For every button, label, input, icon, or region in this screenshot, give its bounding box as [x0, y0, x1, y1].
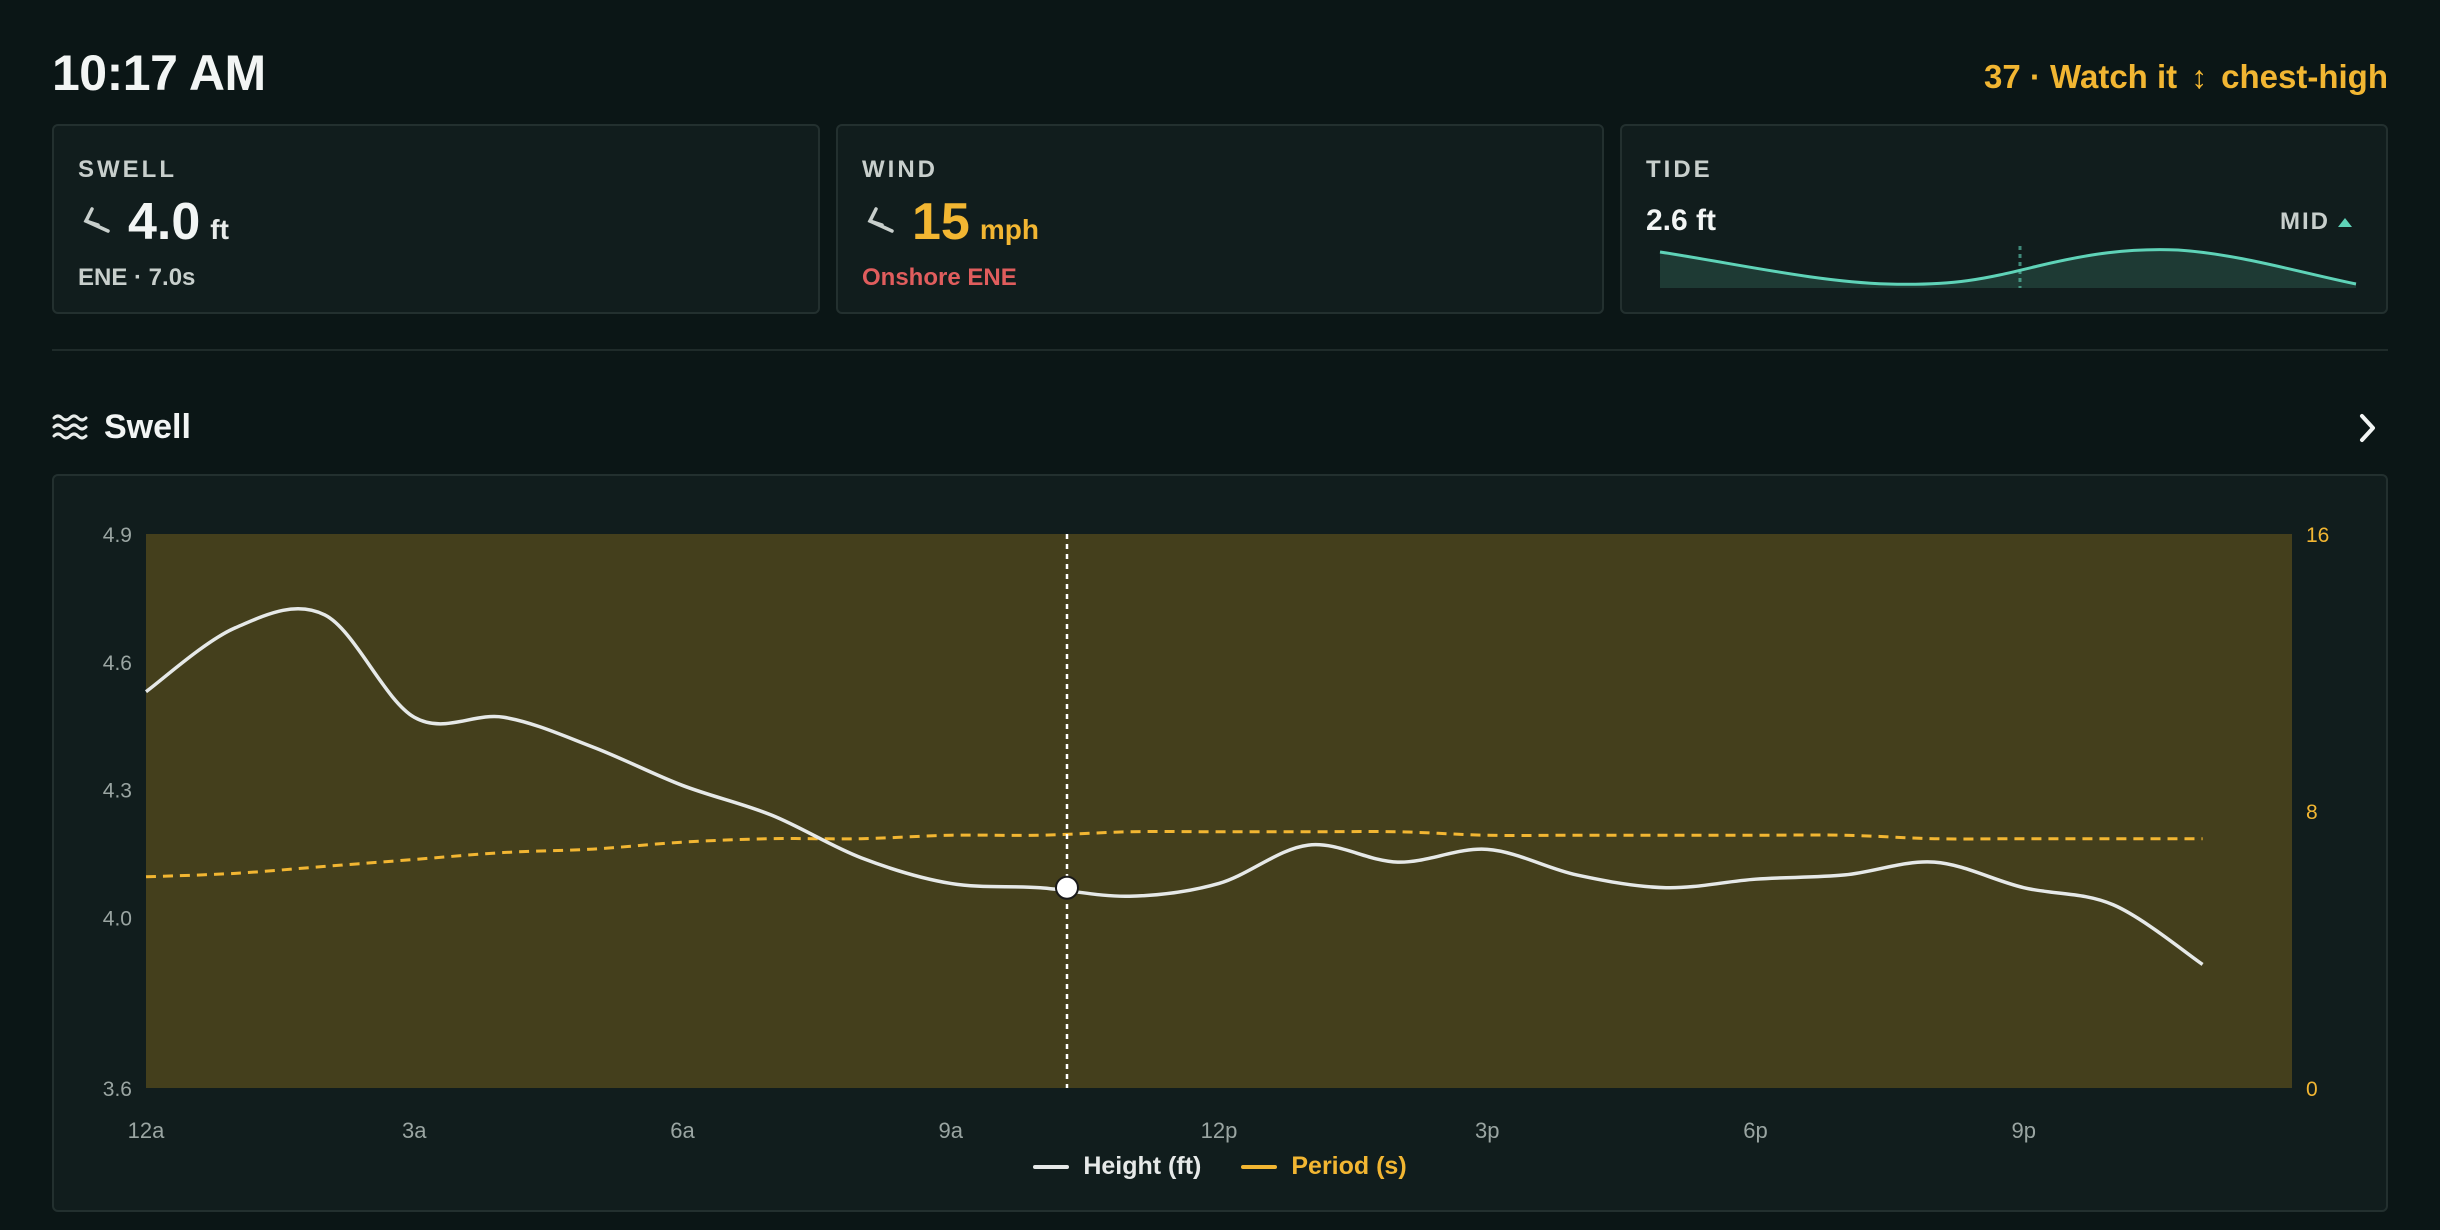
swell-chart[interactable]: 4.9 4.6 4.3 4.0 3.6 16 8 0 12a 3a 6a 9a 12p 3p 6p 9p	[54, 476, 2386, 1210]
legend-swatch-height	[1033, 1164, 1070, 1169]
swell-card[interactable]: SWELL 4.0 ft ENE · 7.0s	[52, 124, 820, 314]
tide-state: MID	[2280, 208, 2352, 236]
direction-arrow-icon	[867, 207, 894, 233]
swell-section-header[interactable]: Swell	[52, 408, 191, 447]
swell-chart-card: 4.9 4.6 4.3 4.0 3.6 16 8 0 12a 3a 6a 9a 12p 3p 6p 9p He…	[52, 474, 2388, 1212]
y-left-tick-label: 4.6	[103, 652, 132, 675]
legend-label-height: Height (ft)	[1083, 1152, 1202, 1180]
x-tick-label: 6p	[1743, 1118, 1767, 1143]
tide-card[interactable]: TIDE 2.6 ft MID	[1620, 124, 2388, 314]
tide-state-label: MID	[2280, 208, 2330, 235]
y-right-tick-label: 0	[2306, 1078, 2318, 1101]
x-tick-label: 3a	[402, 1118, 427, 1143]
swell-detail: ENE · 7.0s	[78, 264, 196, 291]
surf-rating: 37 · Watch it ↕ chest-high	[1984, 58, 2388, 96]
current-time: 10:17 AM	[52, 45, 266, 101]
y-left-tick-label: 4.0	[103, 908, 132, 931]
chart-legend: Height (ft) Period (s)	[54, 1152, 2386, 1181]
x-tick-label: 3p	[1475, 1118, 1499, 1143]
rating-text: 37 · Watch it	[1984, 58, 2178, 95]
tide-height-value: 2.6 ft	[1646, 204, 1717, 237]
y-left-tick-label: 4.9	[103, 524, 132, 547]
x-tick-label: 9a	[939, 1118, 964, 1143]
wind-card[interactable]: WIND 15 mph Onshore ENE	[836, 124, 1604, 314]
rising-triangle-icon	[2338, 217, 2352, 227]
legend-label-period: Period (s)	[1291, 1152, 1407, 1180]
y-right-tick-label: 16	[2306, 524, 2329, 547]
tide-sparkline	[1659, 246, 2357, 288]
wind-card-title: WIND	[862, 156, 938, 183]
tide-card-title: TIDE	[1646, 156, 1713, 183]
legend-item-period: Period (s)	[1241, 1152, 1407, 1181]
direction-arrow-icon	[83, 207, 110, 233]
swell-height-unit: ft	[210, 214, 229, 245]
height-series-line	[144, 606, 2204, 966]
wind-detail: Onshore ENE	[862, 264, 1017, 291]
x-tick-label: 9p	[2012, 1118, 2036, 1143]
wind-speed-unit: mph	[979, 214, 1039, 245]
x-tick-label: 12p	[1201, 1118, 1238, 1143]
swell-height-value: 4.0	[128, 193, 201, 251]
section-title: Swell	[104, 408, 191, 446]
legend-swatch-period	[1241, 1164, 1278, 1169]
cursor-point	[1054, 875, 1079, 900]
y-left-tick-label: 3.6	[103, 1078, 132, 1101]
swell-card-title: SWELL	[78, 156, 177, 183]
period-series-line	[145, 830, 2203, 879]
waves-icon	[52, 414, 88, 439]
x-tick-label: 12a	[128, 1118, 165, 1143]
plot-area	[146, 534, 2292, 1088]
legend-item-height: Height (ft)	[1033, 1152, 1201, 1181]
size-label: chest-high	[2221, 58, 2388, 95]
section-divider	[52, 349, 2388, 351]
wind-speed-value: 15	[912, 193, 970, 251]
chevron-right-icon[interactable]	[2358, 412, 2378, 444]
x-tick-label: 6a	[670, 1118, 695, 1143]
y-right-tick-label: 8	[2306, 801, 2318, 824]
size-arrow-icon: ↕	[2191, 58, 2208, 95]
y-left-tick-label: 4.3	[103, 780, 132, 803]
